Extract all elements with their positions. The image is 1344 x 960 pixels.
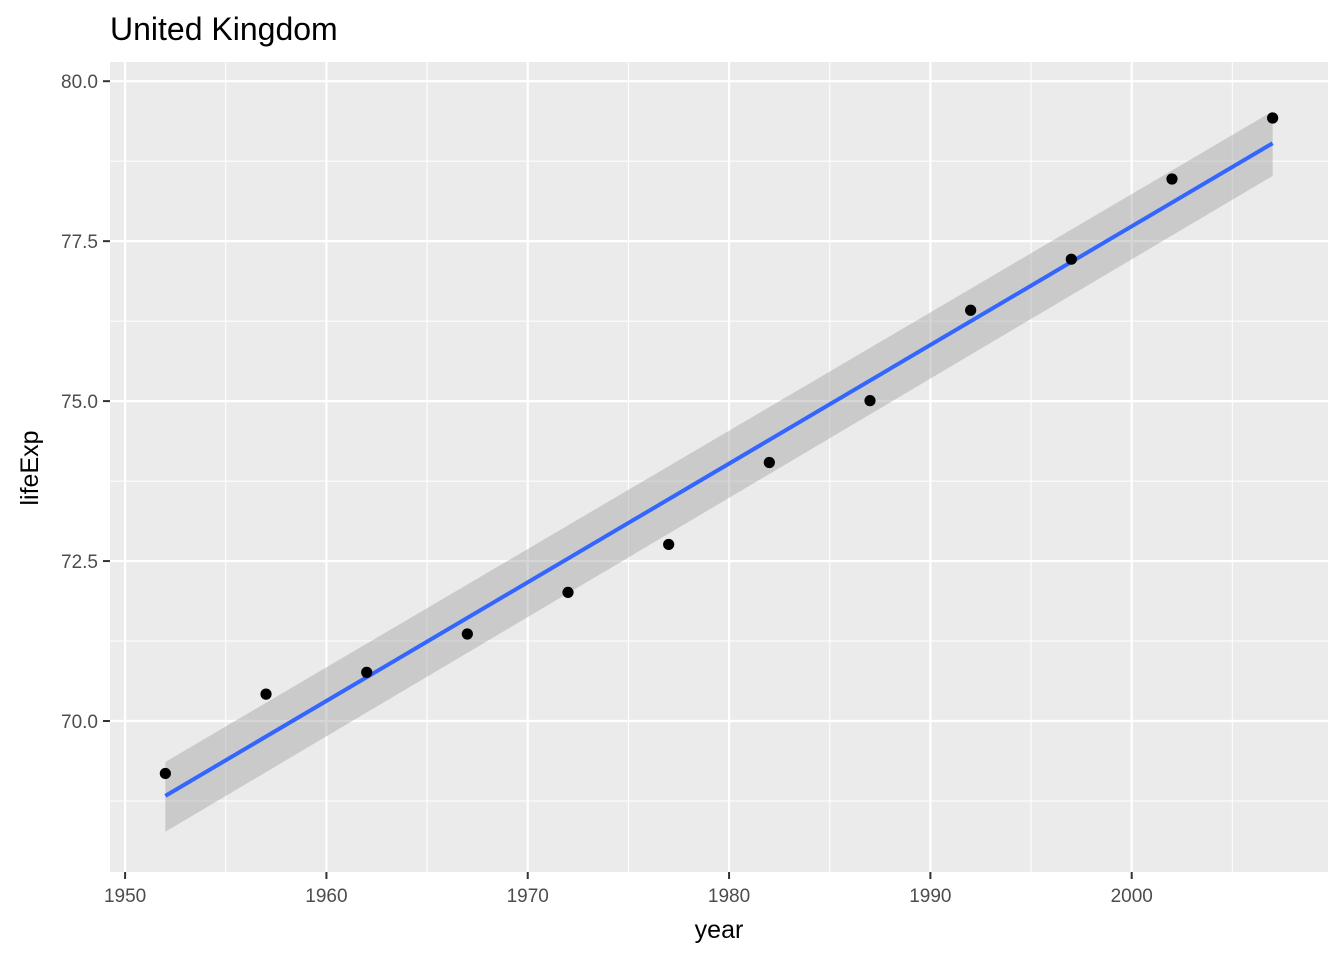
- y-tick-label: 80.0: [61, 72, 98, 93]
- minor-gridlines: [110, 62, 1328, 872]
- chart-title: United Kingdom: [110, 11, 338, 47]
- x-tick-label: 1990: [909, 886, 951, 907]
- y-tick-label: 72.5: [61, 552, 98, 573]
- data-points: [159, 112, 1279, 780]
- y-axis-title: lifeExp: [16, 430, 44, 505]
- y-tick-label: 75.0: [61, 392, 98, 413]
- y-tick-label: 77.5: [61, 232, 98, 253]
- trend-line-layer: [164, 141, 1274, 798]
- data-point: [260, 688, 272, 700]
- x-axis: 1950 1960 1970 1980 1990 2000: [104, 872, 1153, 907]
- major-gridlines: [110, 62, 1328, 872]
- x-tick-label: 1980: [708, 886, 750, 907]
- data-point: [965, 304, 977, 316]
- data-point: [663, 538, 675, 551]
- x-tick-label: 1970: [507, 886, 549, 907]
- trend-line: [164, 141, 1274, 798]
- data-point: [461, 628, 473, 640]
- x-tick-label: 2000: [1111, 886, 1153, 907]
- x-axis-title: year: [695, 916, 744, 944]
- y-axis: 70.0 72.5 75.0 77.5 80.0: [61, 72, 110, 733]
- data-point: [1166, 173, 1178, 185]
- data-point: [1065, 253, 1077, 265]
- data-point: [562, 586, 574, 599]
- y-tick-label: 70.0: [61, 712, 98, 733]
- x-tick-label: 1960: [305, 886, 347, 907]
- data-point: [361, 666, 373, 678]
- data-point: [763, 456, 775, 469]
- data-point: [159, 767, 171, 780]
- x-tick-label: 1950: [104, 886, 146, 907]
- plot-panel: [110, 62, 1328, 872]
- data-point: [1267, 112, 1279, 124]
- data-point: [864, 395, 876, 407]
